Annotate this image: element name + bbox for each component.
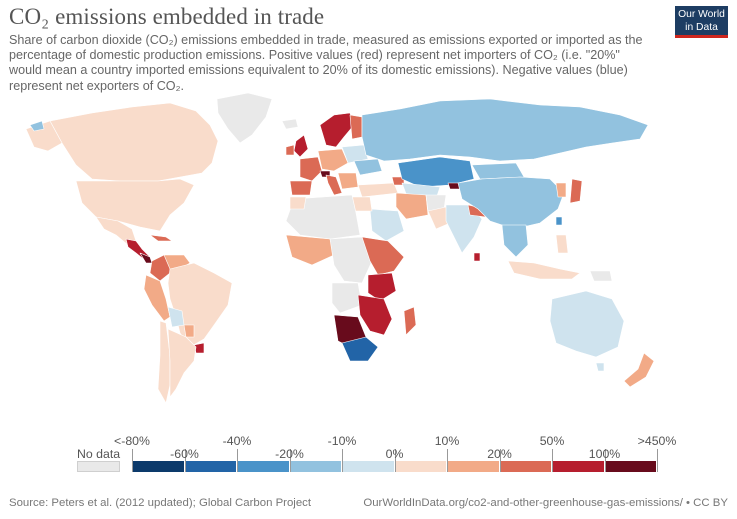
region-mongolia[interactable] bbox=[471, 162, 525, 180]
region-italy[interactable] bbox=[325, 174, 343, 196]
legend-bin[interactable] bbox=[289, 461, 342, 472]
region-australia[interactable] bbox=[549, 290, 625, 358]
region-philippines[interactable] bbox=[555, 234, 569, 254]
region-korea[interactable] bbox=[555, 182, 567, 198]
region-south-africa[interactable] bbox=[341, 336, 379, 362]
region-usa[interactable] bbox=[75, 178, 195, 232]
legend-bin[interactable] bbox=[237, 461, 290, 472]
legend-tick bbox=[552, 449, 553, 472]
region-finland[interactable] bbox=[349, 114, 363, 140]
url-license[interactable]: OurWorldInData.org/co2-and-other-greenho… bbox=[363, 497, 728, 509]
region-japan[interactable] bbox=[569, 178, 583, 204]
legend-label-top: -10% bbox=[327, 434, 357, 448]
legend-label-bottom: 0% bbox=[385, 447, 404, 461]
chart-subtitle: Share of carbon dioxide (CO₂) emissions … bbox=[9, 33, 643, 93]
legend-tick bbox=[184, 449, 186, 472]
region-png[interactable] bbox=[589, 270, 613, 282]
region-kenya-tanzania[interactable] bbox=[367, 272, 397, 302]
legend-tick bbox=[342, 449, 343, 472]
region-uk[interactable] bbox=[293, 134, 309, 158]
legend-bin[interactable] bbox=[342, 461, 395, 472]
legend-bin[interactable] bbox=[447, 461, 500, 472]
legend-label-top: -40% bbox=[222, 434, 252, 448]
legend-tick bbox=[447, 449, 448, 472]
region-chile[interactable] bbox=[157, 320, 171, 404]
legend-tick bbox=[289, 449, 291, 472]
legend-tick bbox=[604, 449, 606, 472]
region-ecuador-peru[interactable] bbox=[143, 274, 171, 322]
region-alaska-tip[interactable] bbox=[29, 120, 45, 132]
legend-label-bottom: -20% bbox=[275, 447, 304, 461]
region-iran[interactable] bbox=[395, 192, 429, 220]
legend-bin[interactable] bbox=[604, 461, 657, 472]
legend-bin[interactable] bbox=[394, 461, 447, 472]
region-madagascar[interactable] bbox=[403, 306, 417, 336]
region-france[interactable] bbox=[299, 156, 323, 182]
legend-tick bbox=[394, 449, 396, 472]
region-west-africa[interactable] bbox=[285, 234, 335, 266]
region-mozambique-zambia[interactable] bbox=[357, 294, 393, 336]
region-east-africa[interactable] bbox=[361, 236, 405, 276]
region-morocco[interactable] bbox=[289, 196, 307, 210]
region-iberia[interactable] bbox=[289, 180, 313, 196]
legend-tick bbox=[237, 449, 238, 472]
region-new-zealand[interactable] bbox=[623, 352, 655, 388]
region-ireland[interactable] bbox=[285, 144, 295, 156]
legend-tick bbox=[499, 449, 501, 472]
region-taiwan[interactable] bbox=[555, 216, 563, 226]
logo-line-2: in Data bbox=[685, 22, 718, 33]
logo-line-1: Our World bbox=[678, 9, 725, 20]
legend-label-top: 10% bbox=[434, 434, 460, 448]
region-iceland[interactable] bbox=[281, 118, 299, 130]
legend-tick bbox=[132, 449, 133, 472]
region-germany-central[interactable] bbox=[317, 148, 349, 172]
owid-logo[interactable]: Our World in Data bbox=[675, 6, 728, 38]
region-argentina[interactable] bbox=[167, 328, 197, 398]
region-balkans[interactable] bbox=[337, 172, 359, 190]
region-canada[interactable] bbox=[49, 102, 219, 182]
world-map[interactable] bbox=[0, 85, 737, 425]
region-angola[interactable] bbox=[331, 282, 363, 314]
region-poland-belarus[interactable] bbox=[341, 144, 369, 164]
region-norway-sweden[interactable] bbox=[319, 112, 355, 148]
legend-label-top: 50% bbox=[539, 434, 565, 448]
region-tasmania[interactable] bbox=[595, 362, 605, 372]
region-russia[interactable] bbox=[361, 98, 649, 162]
legend-bin[interactable] bbox=[184, 461, 237, 472]
legend-label-bottom: -60% bbox=[170, 447, 199, 461]
region-kazakhstan[interactable] bbox=[397, 156, 475, 188]
region-sri-lanka[interactable] bbox=[473, 252, 481, 262]
source-text[interactable]: Source: Peters et al. (2012 updated); Gl… bbox=[9, 497, 312, 509]
region-indonesia[interactable] bbox=[507, 260, 581, 280]
legend-no-data-swatch[interactable] bbox=[77, 461, 120, 472]
legend-label-bottom: 100% bbox=[588, 447, 621, 461]
region-ukraine[interactable] bbox=[353, 158, 383, 176]
map-legend: No data <-80% -40% -10% 10% 50% >450% -60% -20%… bbox=[0, 432, 737, 477]
region-paraguay[interactable] bbox=[183, 324, 195, 338]
region-greenland[interactable] bbox=[216, 92, 273, 144]
legend-no-data-label: No data bbox=[77, 447, 121, 461]
legend-bin[interactable] bbox=[132, 461, 185, 472]
legend-label-top: >450% bbox=[637, 434, 677, 448]
legend-label-bottom: 20% bbox=[487, 447, 512, 461]
chart-title: CO₂ emissions embedded in trade bbox=[9, 4, 325, 29]
legend-label-top: <-80% bbox=[114, 434, 150, 448]
legend-bin[interactable] bbox=[552, 461, 605, 472]
region-cuba[interactable] bbox=[149, 234, 173, 242]
region-saudi-arabia[interactable] bbox=[369, 208, 405, 242]
region-turkey[interactable] bbox=[357, 182, 399, 198]
legend-bin[interactable] bbox=[499, 461, 552, 472]
region-china[interactable] bbox=[457, 176, 565, 230]
region-indochina[interactable] bbox=[501, 224, 529, 258]
legend-tick bbox=[657, 449, 658, 472]
